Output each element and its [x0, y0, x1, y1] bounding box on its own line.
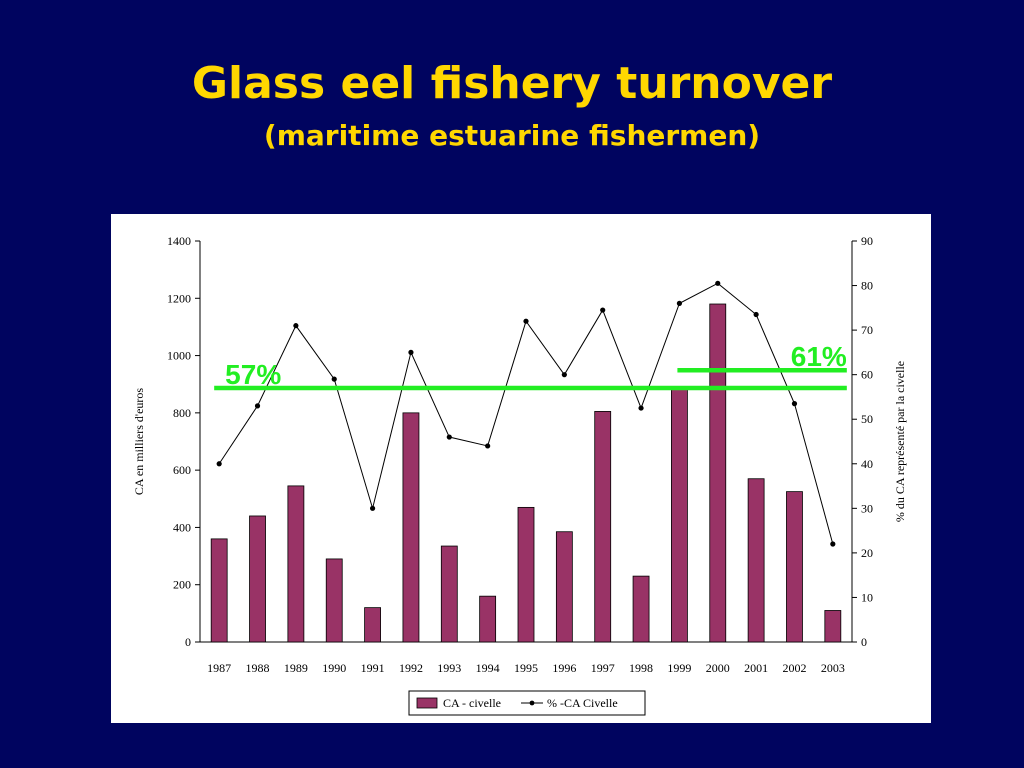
percent-point-1992	[408, 349, 414, 355]
bar-1992	[402, 412, 420, 643]
percent-point-2002	[791, 401, 798, 407]
right-tick-label: 0	[861, 635, 867, 649]
percent-point-1997	[600, 307, 606, 313]
percent-point-1996	[561, 372, 567, 378]
legend-line-marker	[529, 700, 535, 706]
left-tick-label: 0	[185, 635, 191, 649]
x-tick-label: 2000	[706, 661, 730, 675]
percent-point-1991	[369, 505, 376, 511]
x-tick-label: 1998	[629, 661, 653, 675]
x-tick-label: 1997	[591, 661, 615, 675]
bar-1991	[364, 607, 381, 643]
percent-point-1990	[331, 376, 337, 382]
left-tick-label: 600	[173, 463, 191, 477]
right-tick-label: 30	[861, 501, 873, 515]
x-tick-label: 2001	[744, 661, 768, 675]
chart-panel: 0 200 400 600 800 1000 1200 1400 0 10 20 30 40 50 60 70…	[111, 214, 931, 723]
bar-1990	[325, 558, 343, 643]
x-tick-label: 1989	[284, 661, 308, 675]
percent-point-1994	[485, 443, 491, 449]
bar-1988	[249, 515, 266, 643]
right-tick-label: 60	[861, 368, 873, 382]
percent-point-1995	[523, 318, 529, 324]
percent-point-1988	[254, 403, 261, 409]
percent-point-1999	[676, 300, 683, 306]
left-tick-label: 1200	[167, 291, 191, 305]
left-tick-label: 1000	[167, 349, 191, 363]
left-tick-label: 1400	[167, 234, 191, 248]
right-tick-label: 10	[861, 590, 873, 604]
bar-1999	[671, 386, 688, 643]
bar-2002	[786, 491, 803, 643]
legend-label-line: % -CA Civelle	[547, 696, 618, 710]
x-tick-label: 2003	[821, 661, 845, 675]
right-tick-label: 90	[861, 234, 873, 248]
right-tick-label: 80	[861, 279, 873, 293]
bar-2003	[824, 610, 842, 643]
right-tick-label: 40	[861, 457, 873, 471]
bar-1997	[594, 411, 612, 643]
x-tick-label: 1995	[514, 661, 538, 675]
annotation-label-61pct: 61%	[791, 341, 847, 372]
left-tick-label: 800	[173, 406, 191, 420]
x-tick-label: 1994	[476, 661, 500, 675]
bar-1987	[210, 538, 228, 643]
bar-1989	[287, 485, 305, 643]
percent-point-2000	[715, 280, 721, 286]
right-tick-label: 50	[861, 412, 873, 426]
x-tick-label: 1991	[361, 661, 385, 675]
x-tick-label: 1987	[207, 661, 231, 675]
bar-2000	[709, 303, 727, 643]
right-tick-label: 20	[861, 546, 873, 560]
x-tick-label: 1993	[437, 661, 461, 675]
y-axis-label: CA en milliers d'euros	[132, 388, 146, 495]
page-subtitle: (maritime estuarine fishermen)	[263, 119, 761, 152]
legend-bar-swatch	[416, 697, 438, 709]
right-tick-label: 70	[861, 323, 873, 337]
left-tick-label: 200	[173, 578, 191, 592]
x-tick-label: 1999	[667, 661, 691, 675]
percent-point-2001	[753, 311, 759, 318]
percent-point-1993	[446, 434, 452, 440]
percent-point-2003	[830, 541, 836, 547]
percent-point-1998	[638, 405, 644, 411]
bar-1993	[440, 545, 458, 643]
bar-1998	[632, 575, 650, 643]
percent-point-1989	[293, 323, 299, 329]
bar-2001	[747, 478, 765, 643]
bar-1994	[479, 595, 497, 643]
bar-1996	[555, 531, 573, 643]
page-title: Glass eel fishery turnover	[191, 58, 833, 109]
x-tick-label: 1992	[399, 661, 423, 675]
x-tick-label: 2002	[782, 661, 806, 675]
annotation-label-57pct: 57%	[225, 359, 281, 390]
percent-point-1987	[216, 461, 222, 467]
x-tick-label: 1988	[246, 661, 270, 675]
legend-label-bars: CA - civelle	[443, 696, 501, 710]
y-axis-right-label: % du CA représenté par la civelle	[893, 361, 907, 522]
x-tick-label: 1996	[552, 661, 576, 675]
turnover-chart: 0 200 400 600 800 1000 1200 1400 0 10 20 30 40 50 60 70…	[132, 234, 907, 716]
bar-1995	[517, 506, 535, 643]
x-tick-label: 1990	[322, 661, 346, 675]
left-tick-label: 400	[173, 520, 191, 534]
